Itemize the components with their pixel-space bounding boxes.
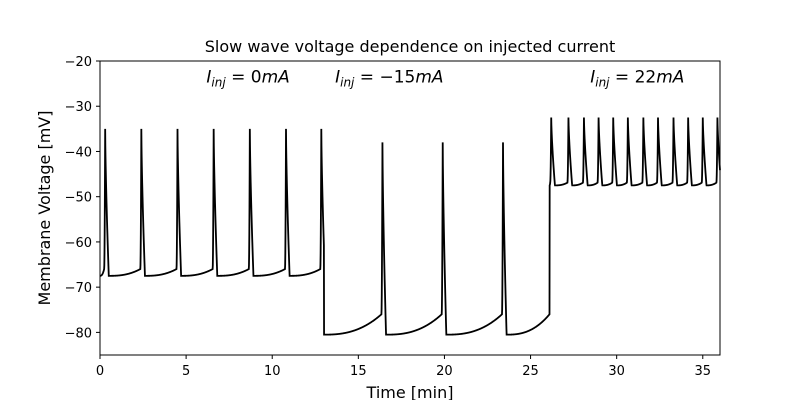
y-tick-label: −30 <box>65 100 92 115</box>
x-tick-label: 10 <box>264 364 281 379</box>
y-axis-label: Membrane Voltage [mV] <box>35 111 54 306</box>
y-tick-label: −50 <box>65 191 92 206</box>
y-tick-label: −80 <box>65 326 92 341</box>
x-tick-label: 35 <box>695 364 712 379</box>
x-tick-label: 30 <box>608 364 625 379</box>
x-tick-label: 15 <box>350 364 367 379</box>
voltage-trace <box>99 117 721 336</box>
x-tick-label: 25 <box>522 364 539 379</box>
y-tick-label: −70 <box>65 281 92 296</box>
annotations: Iinj = 0mA Iinj = −15mA Iinj = 22mA <box>206 68 684 90</box>
plot-frame <box>99 60 721 356</box>
x-tick-label: 5 <box>182 364 190 379</box>
x-axis-label: Time [min] <box>366 383 454 400</box>
voltage-trace-line <box>99 117 721 336</box>
axis-ticks: 0 5 10 15 20 25 30 35 −20 −30 −40 −50 −60 −70 −80 <box>65 55 711 379</box>
y-tick-label: −60 <box>65 236 92 251</box>
y-tick-label: −20 <box>65 55 92 70</box>
current-annotation-1: Iinj = 0mA <box>206 68 289 90</box>
y-tick-label: −40 <box>65 145 92 160</box>
chart-title: Slow wave voltage dependence on injected… <box>205 37 616 56</box>
x-tick-label: 20 <box>436 364 453 379</box>
x-tick-label: 0 <box>96 364 104 379</box>
current-annotation-3: Iinj = 22mA <box>590 68 684 90</box>
current-annotation-2: Iinj = −15mA <box>335 68 443 90</box>
